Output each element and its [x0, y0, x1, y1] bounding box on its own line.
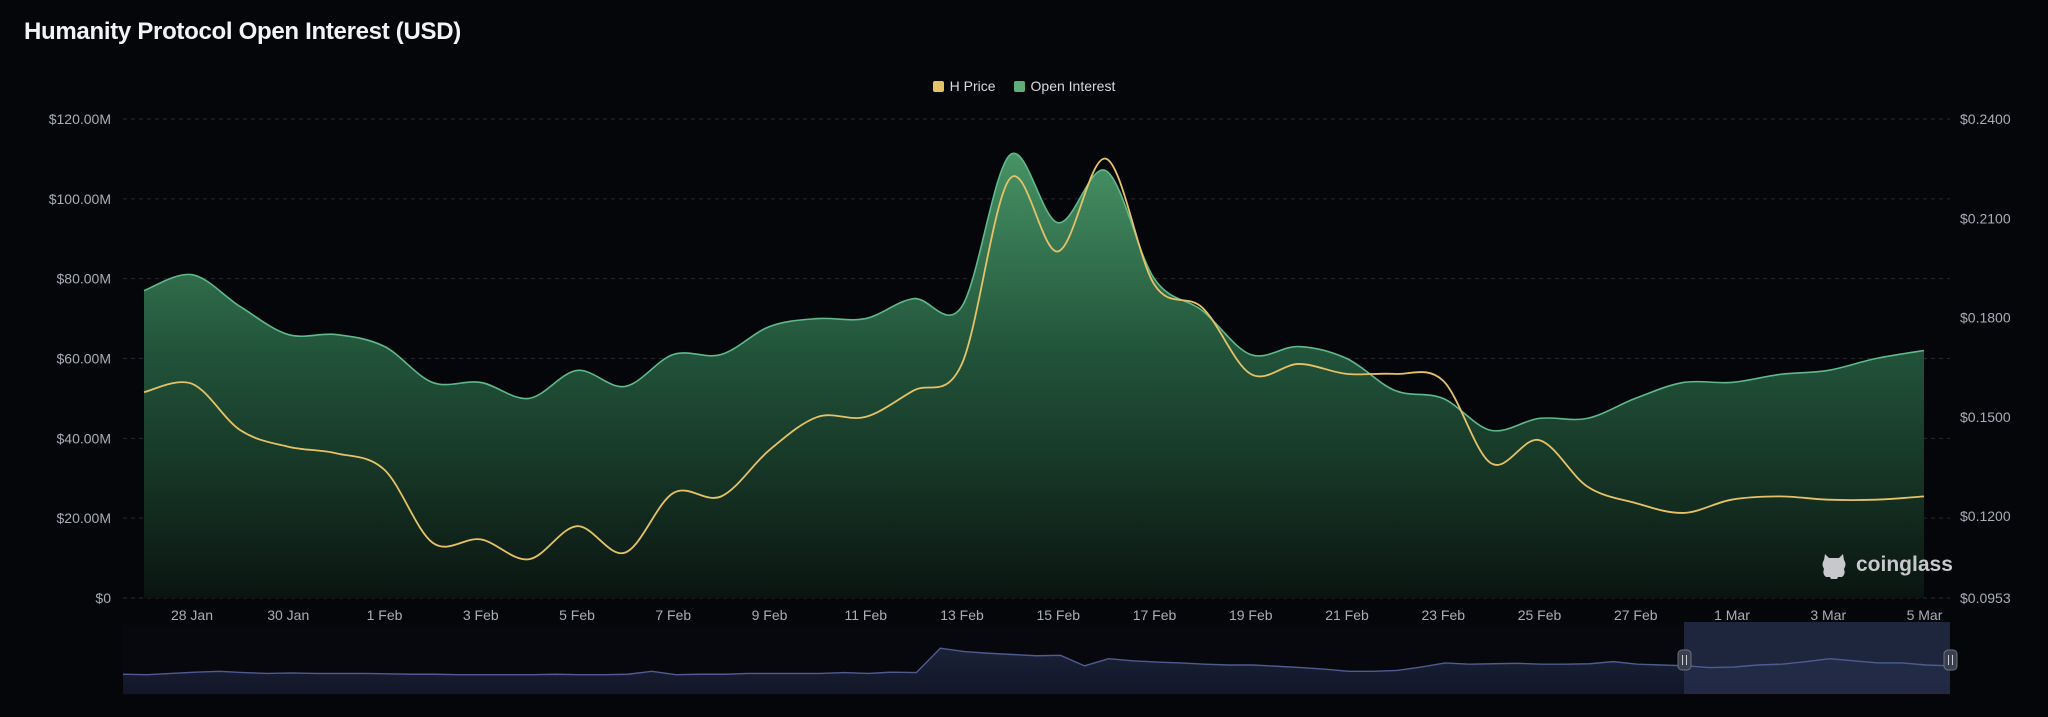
- navigator-selection[interactable]: [1684, 622, 1950, 694]
- svg-text:$80.00M: $80.00M: [57, 271, 111, 287]
- svg-text:30 Jan: 30 Jan: [267, 607, 309, 623]
- svg-text:$0.2100: $0.2100: [1960, 210, 2011, 226]
- watermark-text: coinglass: [1856, 553, 1953, 576]
- svg-text:$0.0953: $0.0953: [1960, 590, 2011, 606]
- svg-text:$0: $0: [95, 590, 111, 606]
- svg-text:17 Feb: 17 Feb: [1133, 607, 1177, 623]
- svg-text:23 Feb: 23 Feb: [1421, 607, 1465, 623]
- open-interest-area[interactable]: [144, 153, 1924, 598]
- svg-text:28 Jan: 28 Jan: [171, 607, 213, 623]
- svg-text:$0.1500: $0.1500: [1960, 409, 2011, 425]
- navigator-handle-right[interactable]: [1943, 649, 1958, 671]
- svg-text:$100.00M: $100.00M: [49, 191, 111, 207]
- open-interest-swatch-icon: [1013, 80, 1025, 92]
- svg-text:$40.00M: $40.00M: [57, 430, 111, 446]
- svg-text:1 Feb: 1 Feb: [367, 607, 403, 623]
- navigator-handle-left[interactable]: [1677, 649, 1692, 671]
- legend-label: Open Interest: [1030, 78, 1116, 94]
- svg-text:5 Mar: 5 Mar: [1907, 607, 1943, 623]
- svg-text:$0.1200: $0.1200: [1960, 508, 2011, 524]
- svg-text:$120.00M: $120.00M: [49, 111, 111, 127]
- svg-text:27 Feb: 27 Feb: [1614, 607, 1658, 623]
- svg-text:9 Feb: 9 Feb: [752, 607, 788, 623]
- svg-text:3 Feb: 3 Feb: [463, 607, 499, 623]
- right-y-axis: $0.2400 $0.2100 $0.1800 $0.1500 $0.1200 $0.09…: [1960, 111, 2011, 606]
- svg-text:$0.2400: $0.2400: [1960, 111, 2011, 127]
- svg-text:11 Feb: 11 Feb: [844, 607, 887, 623]
- legend: H Price Open Interest: [0, 78, 2048, 94]
- chart-title: Humanity Protocol Open Interest (USD): [24, 18, 461, 45]
- x-axis: 28 Jan 30 Jan 1 Feb 3 Feb 5 Feb 7 Feb 9 Feb 11 …: [171, 607, 1943, 623]
- navigator[interactable]: [122, 622, 1958, 695]
- h-price-line[interactable]: [143, 157, 1925, 561]
- left-y-axis: $120.00M $100.00M $80.00M $60.00M $40.00M $20…: [49, 111, 111, 606]
- svg-text:1 Mar: 1 Mar: [1714, 607, 1750, 623]
- legend-item-open-interest[interactable]: Open Interest: [1013, 78, 1116, 94]
- svg-text:3 Mar: 3 Mar: [1810, 607, 1846, 623]
- svg-text:$20.00M: $20.00M: [57, 510, 111, 526]
- svg-text:5 Feb: 5 Feb: [559, 607, 595, 623]
- svg-text:13 Feb: 13 Feb: [940, 607, 984, 623]
- coinglass-watermark: coinglass: [1820, 550, 1953, 580]
- svg-text:21 Feb: 21 Feb: [1325, 607, 1369, 623]
- svg-text:$60.00M: $60.00M: [57, 351, 111, 367]
- navigator-line: [122, 647, 1951, 676]
- navigator-area: [123, 648, 1950, 694]
- svg-text:15 Feb: 15 Feb: [1036, 607, 1080, 623]
- open-interest-line[interactable]: [143, 152, 1925, 432]
- svg-text:19 Feb: 19 Feb: [1229, 607, 1273, 623]
- legend-label: H Price: [949, 78, 996, 94]
- svg-text:25 Feb: 25 Feb: [1518, 607, 1562, 623]
- svg-text:7 Feb: 7 Feb: [655, 607, 691, 623]
- coinglass-logo-icon: [1822, 554, 1846, 579]
- h-price-swatch-icon: [932, 80, 944, 92]
- svg-text:$0.1800: $0.1800: [1960, 310, 2011, 326]
- legend-item-h-price[interactable]: H Price: [932, 78, 996, 94]
